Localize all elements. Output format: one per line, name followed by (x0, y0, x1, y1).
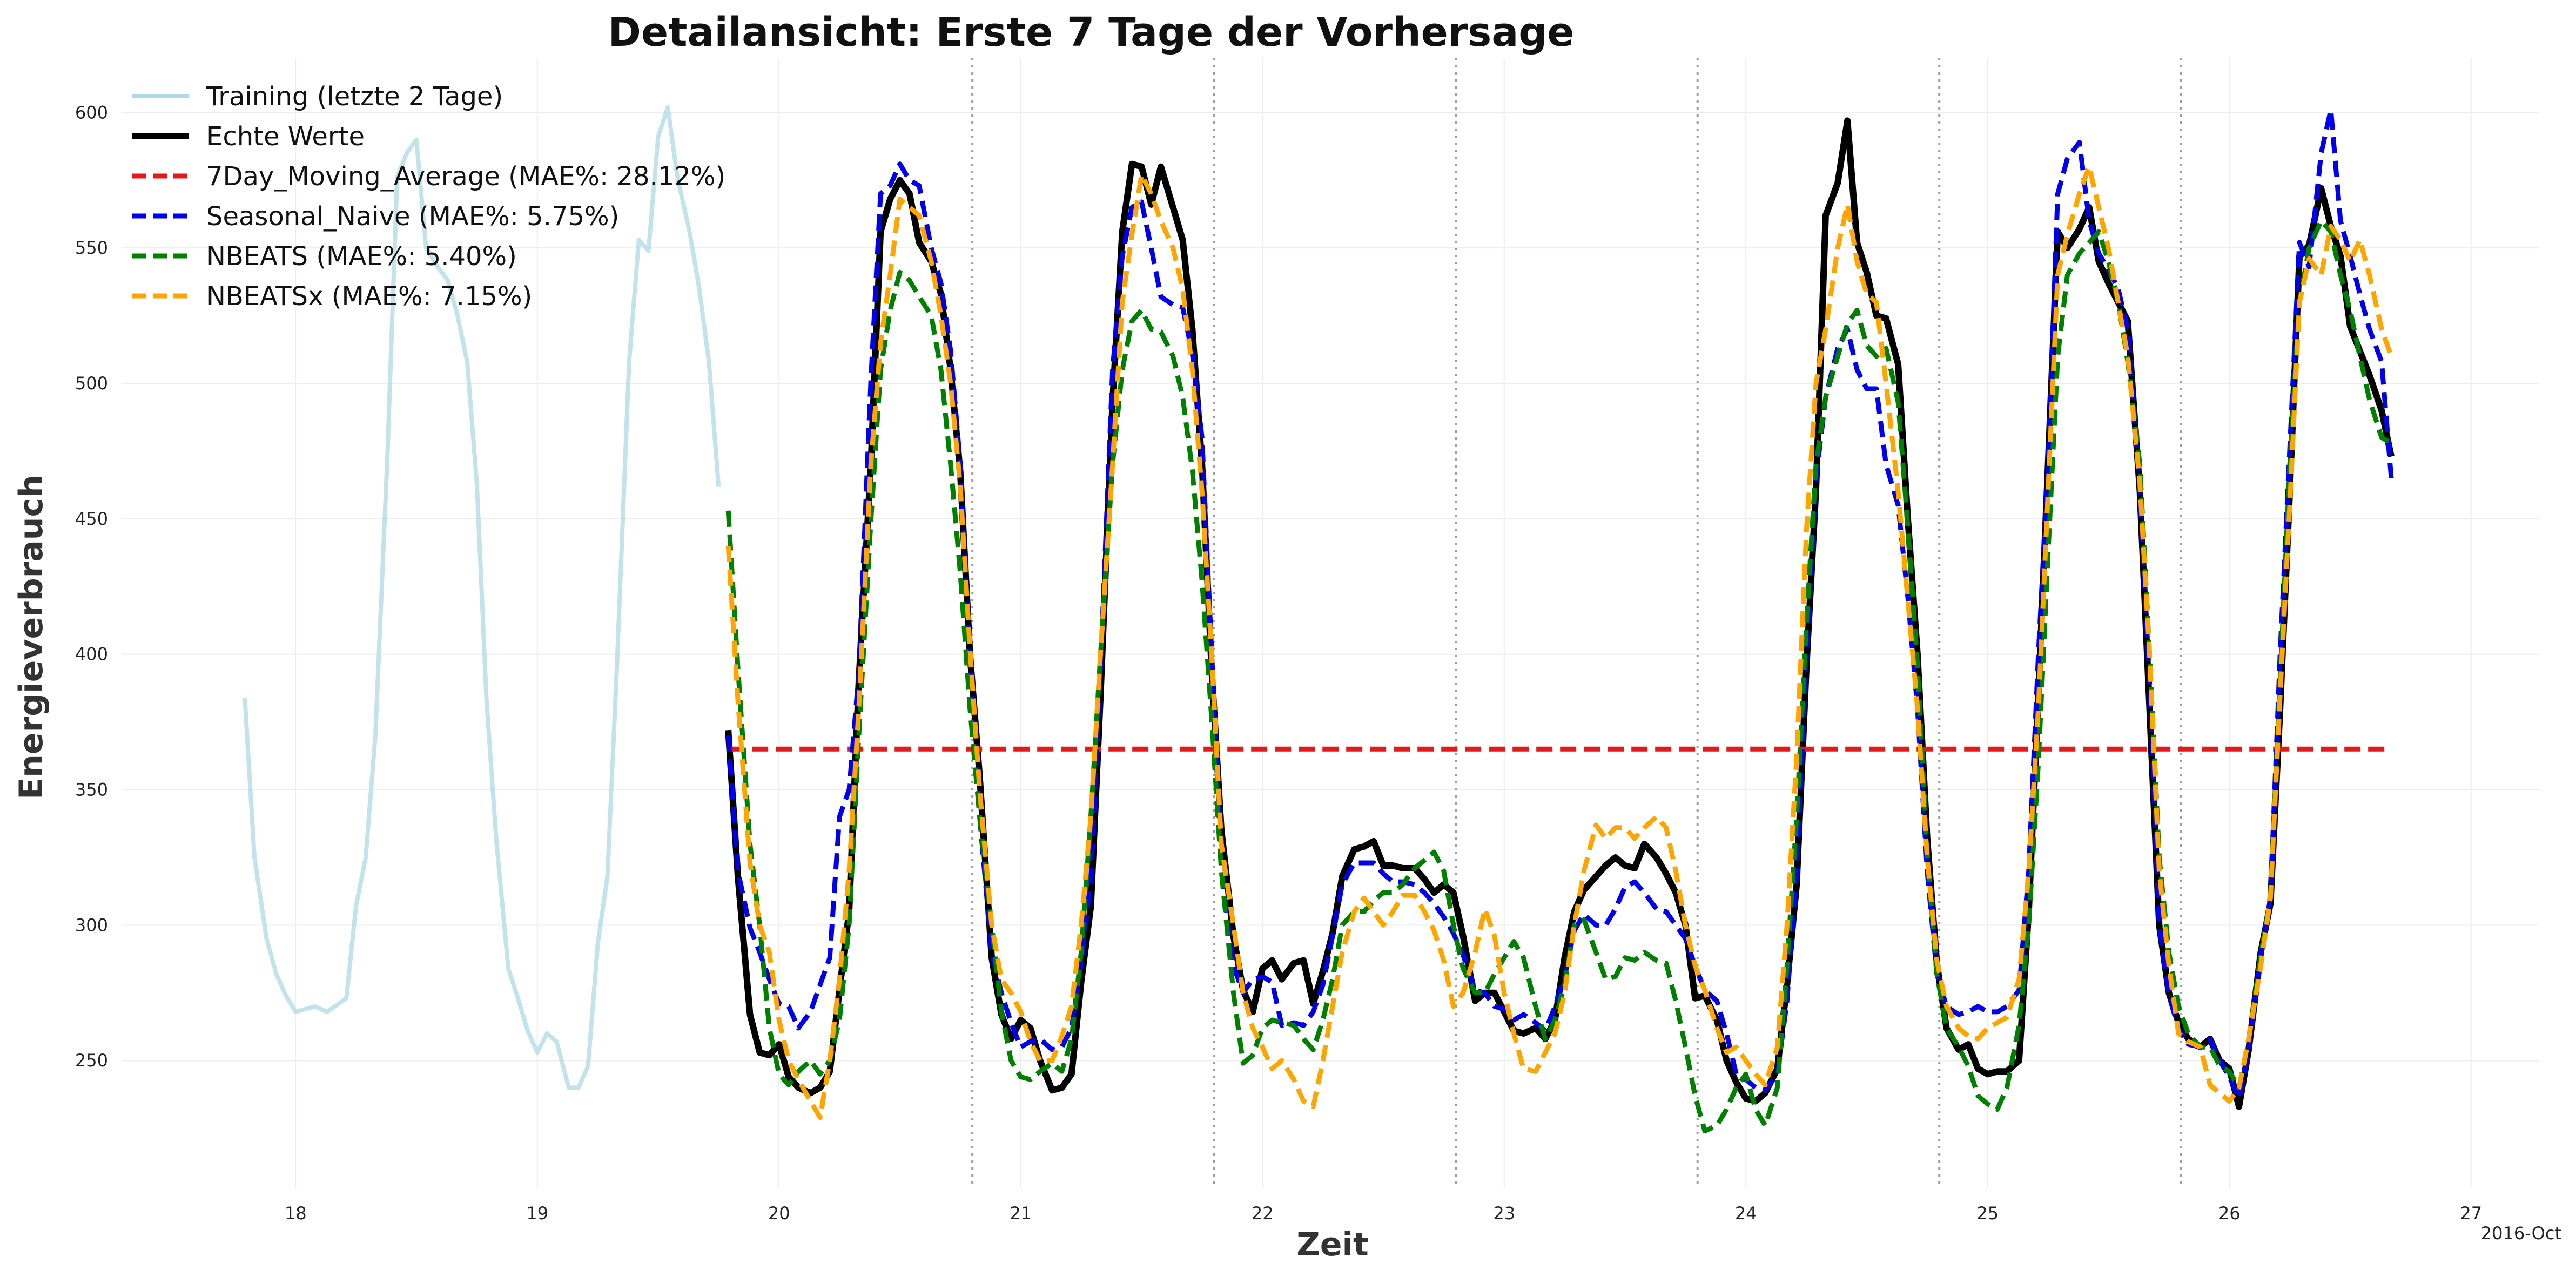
y-tick-label: 400 (75, 644, 108, 665)
series-line-nbeatsx-mae-7-15 (725, 164, 2394, 1120)
x-axis-offset-label: 2016-Oct (2481, 1223, 2561, 1244)
y-tick-label: 300 (75, 915, 108, 935)
legend-label: Seasonal_Naive (MAE%: 5.75%) (206, 201, 619, 232)
legend-label: Echte Werte (206, 121, 365, 152)
x-tick-label: 22 (1252, 1203, 1274, 1224)
legend-label: Training (letzte 2 Tage) (206, 82, 503, 112)
x-tick-label: 18 (285, 1203, 307, 1224)
y-tick-label: 500 (75, 373, 108, 394)
legend-label: NBEATSx (MAE%: 7.15%) (206, 281, 532, 312)
x-tick-label: 23 (1493, 1203, 1515, 1224)
legend-label: 7Day_Moving_Average (MAE%: 28.12%) (206, 161, 725, 192)
x-tick-label: 24 (1735, 1203, 1757, 1224)
y-tick-label: 450 (75, 509, 108, 529)
x-axis-label: Zeit (1296, 1226, 1368, 1264)
y-tick-label: 350 (75, 780, 108, 800)
x-tick-label: 21 (1010, 1203, 1032, 1224)
x-tick-label: 25 (1976, 1203, 1999, 1224)
x-tick-label: 19 (526, 1203, 548, 1224)
chart-title: Detailansicht: Erste 7 Tage der Vorhersa… (608, 9, 1575, 56)
legend-label: NBEATS (MAE%: 5.40%) (206, 241, 517, 272)
y-axis-label: Energieverbrauch (12, 475, 50, 800)
series-line-nbeats-mae-5-40 (725, 218, 2393, 1134)
y-axis-ticks: 250 300 350 400 450 500 550 600 (75, 102, 108, 1071)
y-tick-label: 600 (75, 102, 108, 123)
y-tick-label: 250 (75, 1050, 108, 1071)
y-tick-label: 550 (75, 238, 108, 258)
legend: Training (letzte 2 Tage) Echte Werte 7Day_… (132, 82, 725, 312)
x-tick-label: 20 (768, 1203, 790, 1224)
x-tick-label: 26 (2218, 1203, 2241, 1224)
x-tick-label: 27 (2460, 1203, 2482, 1224)
x-axis-ticks: 18 19 20 21 22 23 24 25 26 27 (285, 1203, 2482, 1224)
series-lines (243, 105, 2395, 1134)
series-line-training-letzte-2-tage (243, 105, 721, 1090)
